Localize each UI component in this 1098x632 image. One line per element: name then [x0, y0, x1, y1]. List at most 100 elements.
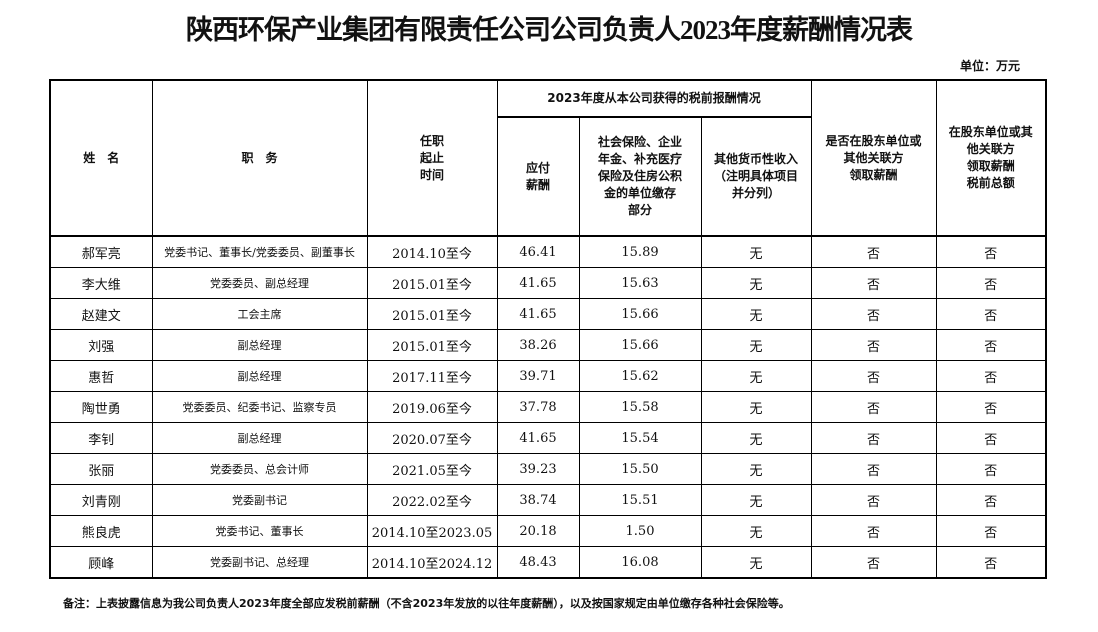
footnote: 备注：上表披露信息为我公司负责人2023年度全部应发税前薪酬（不含2023年发放…: [63, 597, 790, 610]
cell-related: 否: [810, 453, 937, 485]
cell-related-total: 否: [935, 298, 1047, 330]
cell-name: 熊良虎: [49, 515, 153, 547]
cell-insurance: 15.66: [578, 298, 702, 330]
cell-other: 无: [700, 484, 812, 516]
cell-other: 无: [700, 515, 812, 547]
header-related: 是否在股东单位或 其他关联方 领取薪酬: [810, 79, 937, 237]
cell-salary: 39.23: [496, 453, 580, 485]
header-related-total: 在股东单位或其 他关联方 领取薪酬 税前总额: [935, 79, 1047, 237]
cell-related-total: 否: [935, 515, 1047, 547]
cell-name: 李钊: [49, 422, 153, 454]
cell-salary: 41.65: [496, 298, 580, 330]
cell-term: 2014.10至2024.12: [366, 546, 498, 579]
cell-position: 党委委员、总会计师: [151, 453, 368, 485]
cell-term: 2021.05至今: [366, 453, 498, 485]
cell-salary: 37.78: [496, 391, 580, 423]
cell-term: 2015.01至今: [366, 329, 498, 361]
cell-related: 否: [810, 267, 937, 299]
cell-salary: 38.26: [496, 329, 580, 361]
cell-name: 陶世勇: [49, 391, 153, 423]
cell-insurance: 15.54: [578, 422, 702, 454]
cell-salary: 39.71: [496, 360, 580, 392]
cell-term: 2020.07至今: [366, 422, 498, 454]
cell-other: 无: [700, 329, 812, 361]
cell-other: 无: [700, 235, 812, 268]
table-row: 刘青刚 党委副书记 2022.02至今 38.74 15.51 无否否: [49, 484, 1047, 516]
table-row: 张丽 党委委员、总会计师 2021.05至今 39.23 15.50 无否否: [49, 453, 1047, 485]
cell-term: 2017.11至今: [366, 360, 498, 392]
cell-salary: 38.74: [496, 484, 580, 516]
cell-term: 2014.10至2023.05: [366, 515, 498, 547]
cell-position: 党委委员、纪委书记、监察专员: [151, 391, 368, 423]
cell-position: 副总经理: [151, 360, 368, 392]
cell-related: 否: [810, 422, 937, 454]
cell-name: 李大维: [49, 267, 153, 299]
cell-position: 党委书记、董事长: [151, 515, 368, 547]
table-row: 刘强 副总经理 2015.01至今 38.26 15.66 无否否: [49, 329, 1047, 361]
cell-name: 顾峰: [49, 546, 153, 579]
cell-position: 党委副书记: [151, 484, 368, 516]
cell-name: 张丽: [49, 453, 153, 485]
cell-insurance: 15.89: [578, 235, 702, 268]
cell-insurance: 15.66: [578, 329, 702, 361]
cell-name: 郝军亮: [49, 235, 153, 268]
cell-related-total: 否: [935, 484, 1047, 516]
cell-related: 否: [810, 484, 937, 516]
cell-position: 党委书记、董事长/党委委员、副董事长: [151, 235, 368, 268]
cell-other: 无: [700, 267, 812, 299]
compensation-table: 姓 名 职 务 任职 起止 时间 2023年度从本公司获得的税前报酬情况 是否在…: [49, 79, 1047, 579]
cell-related: 否: [810, 329, 937, 361]
cell-term: 2015.01至今: [366, 267, 498, 299]
table-row: 郝军亮 党委书记、董事长/党委委员、副董事长 2014.10至今 46.41 15.89…: [49, 235, 1047, 268]
cell-insurance: 1.50: [578, 515, 702, 547]
cell-salary: 41.65: [496, 422, 580, 454]
cell-name: 刘青刚: [49, 484, 153, 516]
table-row: 赵建文 工会主席 2015.01至今 41.65 15.66 无否否: [49, 298, 1047, 330]
cell-related-total: 否: [935, 453, 1047, 485]
table-row: 顾峰 党委副书记、总经理 2014.10至2024.12 48.43 16.08 无否否: [49, 546, 1047, 579]
cell-related-total: 否: [935, 235, 1047, 268]
table-row: 李大维 党委委员、副总经理 2015.01至今 41.65 15.63 无否否: [49, 267, 1047, 299]
cell-term: 2019.06至今: [366, 391, 498, 423]
header-position: 职 务: [151, 79, 368, 237]
cell-related-total: 否: [935, 267, 1047, 299]
page-title: 陕西环保产业集团有限责任公司公司负责人2023年度薪酬情况表: [186, 15, 913, 45]
cell-other: 无: [700, 298, 812, 330]
header-name: 姓 名: [49, 79, 153, 237]
header-salary: 应付 薪酬: [496, 116, 580, 237]
cell-related: 否: [810, 546, 937, 579]
cell-insurance: 16.08: [578, 546, 702, 579]
cell-related-total: 否: [935, 360, 1047, 392]
cell-term: 2022.02至今: [366, 484, 498, 516]
header-group: 2023年度从本公司获得的税前报酬情况: [496, 79, 812, 118]
cell-related: 否: [810, 360, 937, 392]
cell-position: 副总经理: [151, 329, 368, 361]
cell-salary: 48.43: [496, 546, 580, 579]
cell-name: 赵建文: [49, 298, 153, 330]
cell-other: 无: [700, 391, 812, 423]
cell-related-total: 否: [935, 391, 1047, 423]
header-term: 任职 起止 时间: [366, 79, 498, 237]
cell-insurance: 15.62: [578, 360, 702, 392]
cell-other: 无: [700, 546, 812, 579]
cell-related: 否: [810, 235, 937, 268]
cell-insurance: 15.58: [578, 391, 702, 423]
table-row: 惠哲 副总经理 2017.11至今 39.71 15.62 无否否: [49, 360, 1047, 392]
cell-related: 否: [810, 298, 937, 330]
cell-salary: 46.41: [496, 235, 580, 268]
cell-related: 否: [810, 391, 937, 423]
cell-term: 2015.01至今: [366, 298, 498, 330]
cell-position: 工会主席: [151, 298, 368, 330]
cell-position: 副总经理: [151, 422, 368, 454]
cell-insurance: 15.51: [578, 484, 702, 516]
cell-related-total: 否: [935, 422, 1047, 454]
unit-label: 单位：万元: [960, 59, 1021, 73]
table-row: 熊良虎 党委书记、董事长 2014.10至2023.05 20.18 1.50 无否否: [49, 515, 1047, 547]
table-row: 李钊 副总经理 2020.07至今 41.65 15.54 无否否: [49, 422, 1047, 454]
cell-salary: 20.18: [496, 515, 580, 547]
cell-other: 无: [700, 360, 812, 392]
cell-insurance: 15.50: [578, 453, 702, 485]
header-insurance: 社会保险、企业 年金、补充医疗 保险及住房公积 金的单位缴存 部分: [578, 116, 702, 237]
header-other: 其他货币性收入 （注明具体项目 并分列）: [700, 116, 812, 237]
cell-salary: 41.65: [496, 267, 580, 299]
